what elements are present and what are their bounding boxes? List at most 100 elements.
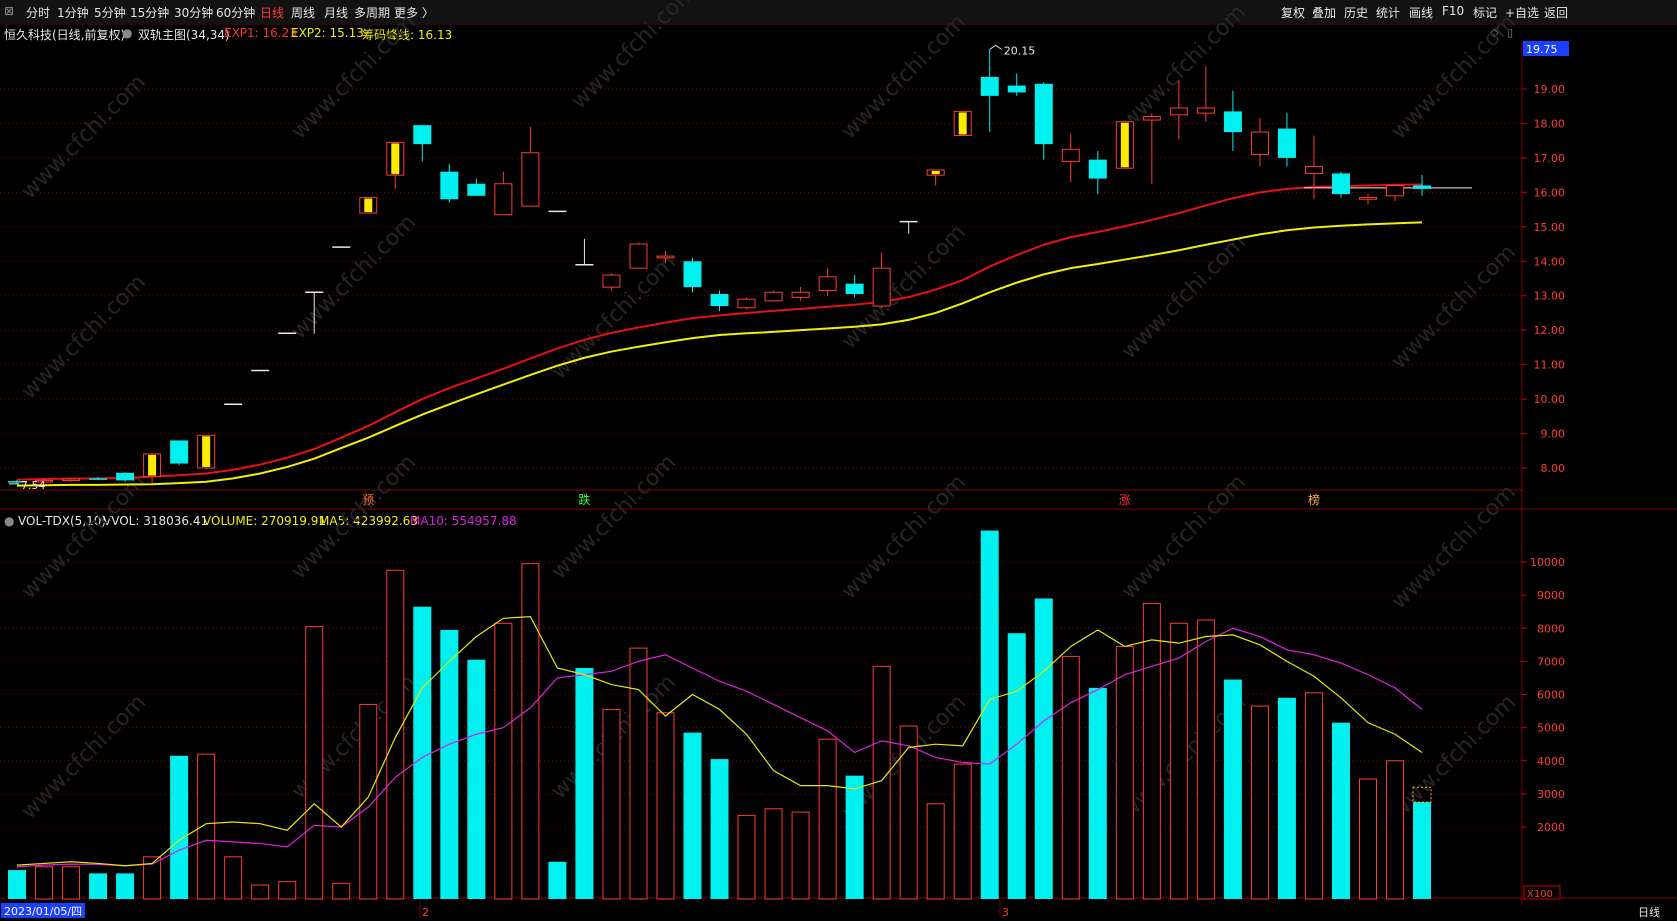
candle-body-up [1196,107,1215,114]
diamond-icon[interactable]: ◇ [1490,26,1499,39]
volume-bar-up [656,712,675,900]
ma5-line [16,616,1423,867]
volume-bar-down [710,759,729,899]
volume-bar-down [1034,598,1053,899]
toolbar-menu-5[interactable]: F10 [1442,4,1465,18]
candle-body-down [8,481,26,483]
candle-body-down [1034,83,1053,145]
signal-marker: 预 [362,493,374,507]
watermark-text: www.cfchi.com [567,0,701,114]
exp1-label: EXP1: 16.23 [224,26,297,40]
candle-body-down [89,478,108,480]
price-tick-label: 17.00 [1534,152,1566,165]
indicator-name-label[interactable]: 双轨主图(34,34) [138,28,230,42]
volume-tick-label: 2000 [1537,821,1565,834]
watermark-text: www.cfchi.com [287,210,421,344]
watermark-text: www.cfchi.com [1387,480,1521,614]
price-tick-label: 9.00 [1541,428,1566,441]
candle-body-down [413,125,432,145]
candle-body-down [980,76,999,96]
volume-bar-up [143,856,162,900]
toolbar-menu-1[interactable]: 叠加 [1312,6,1337,20]
watermark-text: www.cfchi.com [837,10,971,144]
candle-body-down [116,472,135,481]
period-tab-6[interactable]: 日线 [260,6,285,20]
watermark-text: www.cfchi.com [547,450,681,584]
volume-bar-down [1088,687,1107,899]
volume-bar-up [305,626,324,900]
volume-bar-up [386,569,405,900]
volume-bar-up [764,808,783,900]
volume-tick-label: 8000 [1537,622,1565,635]
watermark-text: www.cfchi.com [1387,690,1521,824]
candle-yellow-fill [202,436,211,467]
volume-bar-up [953,763,972,900]
exp2-label: EXP2: 15.13 [291,26,364,40]
period-tab-0[interactable]: 分时 [26,6,51,20]
volume-tick-label: 10000 [1530,556,1565,569]
exp2-line [16,221,1423,487]
volume-bar-down [8,870,26,899]
toolbar-menu-3[interactable]: 统计 [1376,6,1401,20]
volume-bar-up [899,725,918,900]
last-price-label: 19.75 [1526,43,1558,56]
period-tab-2[interactable]: 5分钟 [94,6,126,20]
stock-name-label[interactable]: 恒久科技(日线,前复权) [4,28,126,42]
candle-body-down [1331,173,1350,195]
toolbar-menu-7[interactable]: +自选 [1505,6,1540,20]
volume-bar-down [467,659,486,899]
volume-bar-down [89,873,108,899]
period-tab-1[interactable]: 1分钟 [57,6,89,20]
panel-icon[interactable]: ▯ [1507,26,1514,39]
volume-bar-down [683,732,702,899]
watermark-text: www.cfchi.com [1387,240,1521,374]
period-tab-7[interactable]: 周线 [291,6,316,20]
volume-tick-label: 7000 [1537,655,1565,668]
volume-bar-down [548,861,567,899]
period-tab-10[interactable]: 更多 〉 [394,6,434,20]
volume-bar-up [1250,705,1269,900]
ma10-label: MA10: 554957.88 [410,514,517,528]
candle-body-up [791,291,810,298]
period-tab-8[interactable]: 月线 [324,6,349,20]
vol-indicator-label[interactable]: VOL-TDX(5,10) [18,514,107,528]
price-tick-label: 8.00 [1541,462,1566,475]
period-tab-4[interactable]: 30分钟 [174,6,214,20]
vol-toggle-icon[interactable]: ● [4,514,15,528]
volume-tick-label: 6000 [1537,689,1565,702]
toolbar-menu-6[interactable]: 标记 [1473,6,1498,20]
volume-bar-down [980,530,999,899]
watermark-text: www.cfchi.com [17,690,151,824]
volume-projection [1412,786,1432,803]
period-tab-5[interactable]: 60分钟 [216,6,256,20]
price-tick-label: 19.00 [1534,83,1566,96]
candle-body-down [1088,159,1107,179]
volume-bar-down [116,873,135,899]
period-tab-9[interactable]: 多周期 [354,6,391,20]
volume-bar-up [1061,655,1080,900]
candle-yellow-fill [364,198,373,213]
volume-bar-down [1223,679,1242,899]
period-tab-3[interactable]: 15分钟 [130,6,170,20]
ma5-label: MA5: 423992.63 [319,514,418,528]
candle-body-down [1277,128,1296,158]
candle-body-down [845,283,864,295]
volume-bar-up [791,811,810,900]
indicator-toggle-icon[interactable]: ● [122,26,133,40]
volume-bar-down [845,775,864,899]
toolbar-menu-0[interactable]: 复权 [1281,6,1306,20]
candle-body-down [1413,185,1432,189]
watermark-text: www.cfchi.com [287,450,421,584]
chip-peak-label: 筹码峰线: 16.13 [362,28,453,42]
volume-bar-up [1142,602,1161,900]
signal-marker: 涨 [1119,492,1131,507]
toolbar-menu-8[interactable]: 返回 [1544,6,1569,20]
candle-body-up [1386,184,1405,197]
toolbar-menu-4[interactable]: 画线 [1409,6,1434,20]
candle-yellow-fill [148,454,157,476]
toolbar-menu-2[interactable]: 历史 [1344,6,1369,20]
candle-body-up [1359,197,1377,200]
volume-bar-up [494,622,513,900]
collapse-icon[interactable]: ⊠ [4,4,15,18]
